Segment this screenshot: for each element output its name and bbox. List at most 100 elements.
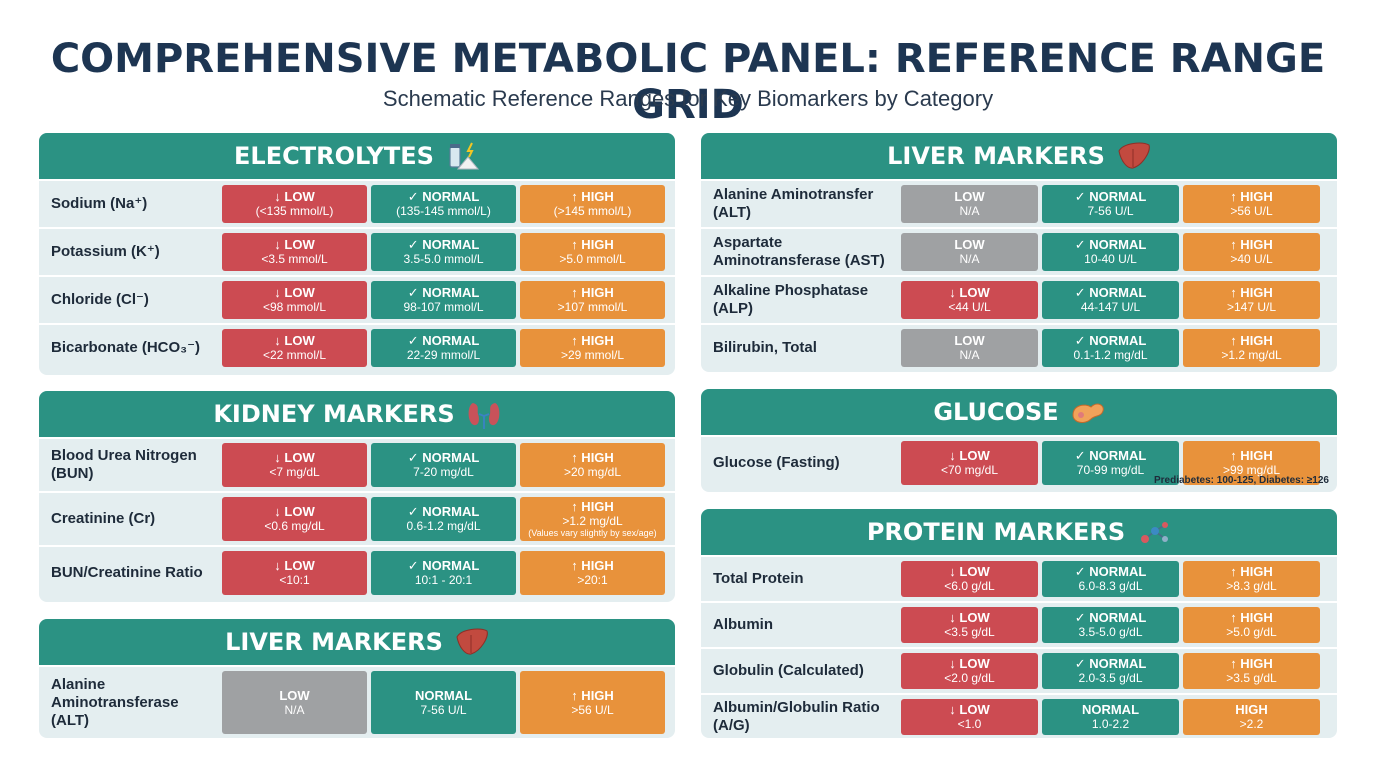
range-value: >107 mmol/L (557, 300, 628, 314)
range-cell-high: HIGH >2.2 (1183, 699, 1320, 735)
range-cell-high: ↑ HIGH >20:1 (520, 551, 665, 595)
range-heading: ✓ NORMAL (407, 450, 480, 465)
range-cells: LOW N/A NORMAL 7-56 U/L ↑ HIGH >56 U/L (222, 671, 665, 734)
range-heading: ✓ NORMAL (1074, 564, 1147, 579)
range-value: <1.0 (957, 717, 982, 731)
range-heading: ↑ HIGH (1230, 448, 1273, 463)
table-row: BUN/Creatinine Ratio ↓ LOW <10:1 ✓ NORMAL 10… (39, 545, 675, 599)
range-cell-high: ↑ HIGH >29 mmol/L (520, 329, 665, 367)
range-cells: ↓ LOW <70 mg/dL ✓ NORMAL 70-99 mg/dL ↑ HIGH >… (901, 441, 1320, 485)
range-heading: ↑ HIGH (1230, 189, 1273, 204)
electrolytes-icon (449, 142, 480, 170)
panel-liver-markers-left: LIVER MARKERS Alanine Aminotransferase (… (39, 619, 675, 738)
range-heading: ↓ LOW (274, 450, 315, 465)
range-cell-normal: ✓ NORMAL 2.0-3.5 g/dL (1042, 653, 1179, 689)
range-heading: ✓ NORMAL (1074, 610, 1147, 625)
range-cells: ↓ LOW <3.5 g/dL ✓ NORMAL 3.5-5.0 g/dL ↑ HIGH… (901, 607, 1320, 643)
table-row: Total Protein ↓ LOW <6.0 g/dL ✓ NORMAL 6.0-8… (701, 555, 1337, 601)
range-cell-low: ↓ LOW <0.6 mg/dL (222, 497, 367, 541)
table-row: Glucose (Fasting) ↓ LOW <70 mg/dL ✓ NORMAL 7… (701, 435, 1337, 489)
range-value: 3.5-5.0 mmol/L (403, 252, 484, 266)
range-cells: ↓ LOW <7 mg/dL ✓ NORMAL 7-20 mg/dL ↑ HIGH >20… (222, 443, 665, 487)
range-heading: ✓ NORMAL (1074, 285, 1147, 300)
table-row: Alanine Aminotransferase (ALT) LOW N/A NORM… (39, 665, 675, 738)
range-heading: ✓ NORMAL (407, 189, 480, 204)
panel-title: LIVER MARKERS (887, 142, 1105, 170)
biomarker-label: Blood Urea Nitrogen (BUN) (51, 447, 197, 482)
range-cell-high: ↑ HIGH >1.2 mg/dL (Values vary slightly by… (520, 497, 665, 541)
range-value: >40 U/L (1230, 252, 1273, 266)
range-heading: ✓ NORMAL (1074, 656, 1147, 671)
range-value: >3.5 g/dL (1226, 671, 1277, 685)
range-value: <70 mg/dL (940, 463, 999, 477)
biomarker-label: Aspartate Aminotransferase (AST) (713, 234, 885, 269)
range-heading: ↓ LOW (949, 448, 990, 463)
range-cell-normal: ✓ NORMAL 0.6-1.2 mg/dL (371, 497, 516, 541)
panel-title: PROTEIN MARKERS (866, 518, 1126, 546)
range-cell-normal: ✓ NORMAL 44-147 U/L (1042, 281, 1179, 319)
range-heading: ↓ LOW (949, 656, 990, 671)
range-value: N/A (959, 204, 980, 218)
range-cell-normal: ✓ NORMAL 22-29 mmol/L (371, 329, 516, 367)
table-row: Bicarbonate (HCO₃⁻) ↓ LOW <22 mmol/L ✓ NORM… (39, 323, 675, 371)
range-value: 22-29 mmol/L (406, 348, 481, 362)
panel-liver-markers-right: LIVER MARKERS Alanine Aminotransfer (ALT… (701, 133, 1337, 372)
panel-header-liver: LIVER MARKERS (39, 619, 675, 665)
range-cell-normal: ✓ NORMAL 98-107 mmol/L (371, 281, 516, 319)
biomarker-label: Creatinine (Cr) (51, 510, 156, 527)
range-heading: ↓ LOW (274, 189, 315, 204)
range-value: >56 U/L (571, 702, 614, 717)
range-value: 0.6-1.2 mg/dL (406, 519, 481, 533)
range-heading: ✓ NORMAL (407, 285, 480, 300)
range-cell-high: ↑ HIGH >3.5 g/dL (1183, 653, 1320, 689)
panel-title: KIDNEY MARKERS (213, 400, 455, 428)
range-cell-high: ↑ HIGH >99 mg/dL (1183, 441, 1320, 485)
range-cell-high: ↑ HIGH >8.3 g/dL (1183, 561, 1320, 597)
range-heading: NORMAL (1081, 702, 1140, 717)
range-cell-high: ↑ HIGH >40 U/L (1183, 233, 1320, 271)
range-heading: ↓ LOW (949, 702, 990, 717)
range-heading: ↓ LOW (274, 285, 315, 300)
range-value: <6.0 g/dL (944, 579, 995, 593)
range-cell-normal: ✓ NORMAL 7-56 U/L (1042, 185, 1179, 223)
range-heading: ↑ HIGH (1230, 285, 1273, 300)
range-cell-high: ↑ HIGH >107 mmol/L (520, 281, 665, 319)
biomarker-label: Alanine Aminotransfer (ALT) (713, 186, 874, 221)
range-value: >29 mmol/L (560, 348, 625, 362)
range-heading: ✓ NORMAL (1074, 448, 1147, 463)
biomarker-label: BUN/Creatinine Ratio (51, 564, 203, 581)
glucose-note: Prediabetes: 100-125, Diabetes: ≥126 (1153, 475, 1329, 486)
range-value: <22 mmol/L (262, 348, 327, 362)
kidney-icon (468, 403, 500, 429)
range-value: >56 U/L (1230, 204, 1273, 218)
range-cells: LOW N/A ✓ NORMAL 7-56 U/L ↑ HIGH >56 U/L (901, 185, 1320, 223)
panel-title: LIVER MARKERS (225, 628, 443, 656)
range-value: <0.6 mg/dL (264, 519, 325, 533)
range-heading: LOW (954, 237, 985, 252)
range-heading: LOW (279, 687, 310, 703)
range-cells: ↓ LOW <98 mmol/L ✓ NORMAL 98-107 mmol/L ↑ HI… (222, 281, 665, 319)
range-value: >20 mg/dL (563, 465, 622, 479)
range-cell-low: ↓ LOW <22 mmol/L (222, 329, 367, 367)
range-heading: ↑ HIGH (571, 285, 614, 300)
range-heading: ✓ NORMAL (407, 237, 480, 252)
range-heading: ↓ LOW (274, 333, 315, 348)
table-row: Albumin ↓ LOW <3.5 g/dL ✓ NORMAL 3.5-5.0 g/d… (701, 601, 1337, 647)
panel-header-kidney: KIDNEY MARKERS (39, 391, 675, 437)
range-cell-low: ↓ LOW <3.5 g/dL (901, 607, 1038, 643)
range-heading: ↑ HIGH (1230, 656, 1273, 671)
range-cell-low: LOW N/A (901, 185, 1038, 223)
table-row: Alkaline Phosphatase (ALP) ↓ LOW <44 U/L ✓ … (701, 275, 1337, 323)
range-cell-normal: ✓ NORMAL 10-40 U/L (1042, 233, 1179, 271)
range-value: <2.0 g/dL (944, 671, 995, 685)
range-value: 2.0-3.5 g/dL (1078, 671, 1143, 685)
range-cells: ↓ LOW <10:1 ✓ NORMAL 10:1 - 20:1 ↑ HIGH >20:1 (222, 551, 665, 595)
table-row: Blood Urea Nitrogen (BUN) ↓ LOW <7 mg/dL ✓ … (39, 437, 675, 491)
range-cell-normal: ✓ NORMAL 10:1 - 20:1 (371, 551, 516, 595)
range-cell-high: ↑ HIGH >1.2 mg/dL (1183, 329, 1320, 367)
range-value: 7-20 mg/dL (413, 465, 474, 479)
biomarker-label: Sodium (Na⁺) (51, 195, 148, 212)
biomarker-label: Bilirubin, Total (713, 339, 817, 356)
range-cell-high: ↑ HIGH >147 U/L (1183, 281, 1320, 319)
biomarker-label: Globulin (Calculated) (713, 662, 864, 679)
